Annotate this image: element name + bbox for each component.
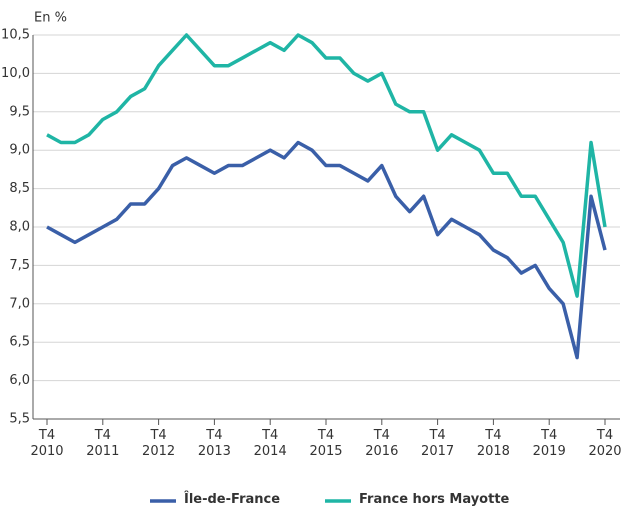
legend-label: Île-de-France	[184, 492, 281, 507]
x-tick-label: T4 2017	[421, 428, 455, 459]
x-tick-label: T4 2011	[86, 428, 120, 459]
y-tick-label: 8,5	[9, 181, 30, 196]
x-tick-label: T4 2013	[197, 428, 231, 459]
y-tick-label: 6,0	[9, 373, 30, 388]
x-tick-label: T4 2014	[253, 428, 287, 459]
x-tick-label: T4 2019	[532, 428, 566, 459]
x-tick-label: T4 2020	[588, 428, 622, 459]
x-tick-label: T4 2018	[476, 428, 510, 459]
y-tick-label: 7,5	[9, 258, 30, 273]
x-tick-label: T4 2015	[309, 428, 343, 459]
x-tick-label: T4 2010	[30, 428, 64, 459]
series-line	[46, 33, 607, 298]
y-axis-label: En %	[34, 11, 67, 26]
legend-label: France hors Mayotte	[359, 492, 510, 507]
y-tick-label: 10,5	[1, 28, 30, 43]
y-tick-label: 6,5	[9, 335, 30, 350]
y-tick-label: 9,5	[9, 104, 30, 119]
series-line	[46, 140, 607, 360]
y-tick-label: 7,0	[9, 296, 30, 311]
y-tick-label: 9,0	[9, 143, 30, 158]
x-tick-label: T4 2016	[365, 428, 399, 459]
y-tick-label: 8,0	[9, 220, 30, 235]
x-tick-label: T4 2012	[142, 428, 176, 459]
y-tick-label: 10,0	[1, 66, 30, 81]
y-tick-label: 5,5	[9, 412, 30, 427]
